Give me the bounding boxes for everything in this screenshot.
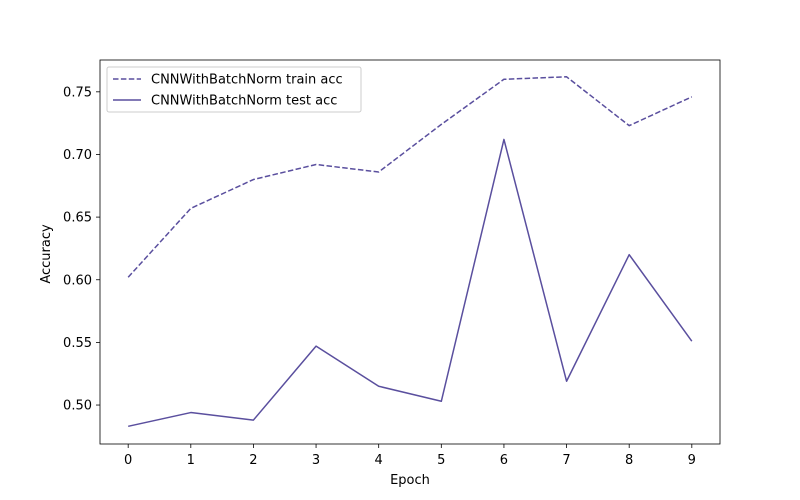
y-tick-label: 0.55 — [63, 336, 92, 351]
x-tick-label: 1 — [187, 453, 195, 468]
y-tick-label: 0.75 — [63, 85, 92, 100]
x-tick-label: 6 — [500, 453, 508, 468]
legend-label-train-acc: CNNWithBatchNorm train acc — [151, 73, 343, 88]
x-tick-label: 8 — [625, 453, 633, 468]
x-tick-label: 0 — [124, 453, 132, 468]
y-tick-label: 0.60 — [63, 273, 92, 288]
legend-box — [106, 66, 362, 113]
x-tick-label: 4 — [375, 453, 383, 468]
y-tick-label: 0.70 — [63, 148, 92, 163]
y-axis-label: Accuracy — [39, 224, 54, 284]
axes-frame — [99, 59, 721, 445]
x-tick-label: 2 — [249, 453, 257, 468]
y-tick-label: 0.65 — [63, 211, 92, 226]
x-tick-label: 3 — [312, 453, 320, 468]
series-line-train-acc — [127, 76, 693, 278]
plot-area — [127, 76, 693, 428]
legend: CNNWithBatchNorm train acc CNNWithBatchNo… — [106, 66, 362, 113]
x-tick-label: 9 — [688, 453, 696, 468]
legend-label-test-acc: CNNWithBatchNorm test acc — [151, 94, 337, 109]
x-tick-label: 5 — [437, 453, 445, 468]
axes: 0 1 2 3 4 5 6 7 8 9 0.50 0.55 0.60 0.65 0.70 0.75 — [63, 59, 721, 468]
x-axis-label: Epoch — [390, 473, 430, 488]
x-tick-label: 7 — [562, 453, 570, 468]
series-line-test-acc — [128, 138, 693, 428]
y-tick-label: 0.50 — [63, 399, 92, 414]
